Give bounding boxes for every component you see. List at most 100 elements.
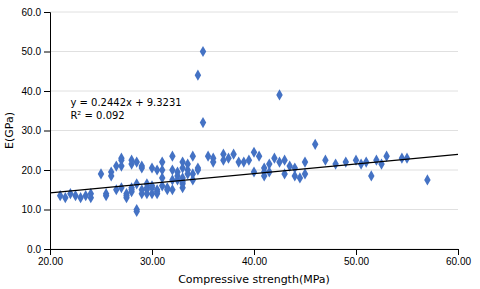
tick: 60.00 — [446, 249, 471, 267]
point — [133, 178, 139, 189]
point — [195, 164, 201, 175]
point — [332, 158, 338, 169]
tick-label: 60.0 — [22, 7, 42, 18]
tick-label: 60.00 — [446, 256, 471, 267]
x-axis: 20.00 30.00 40.00 50.00 60.00 — [38, 249, 471, 267]
tick-mark — [356, 249, 357, 255]
point — [118, 160, 124, 171]
tick: 50.0 — [22, 46, 50, 57]
tick-mark — [44, 249, 50, 250]
grid-line — [50, 209, 458, 210]
tick: 40.0 — [22, 86, 50, 97]
point — [123, 192, 129, 203]
point — [281, 155, 287, 166]
point — [77, 192, 83, 203]
tick-label: 10.0 — [22, 204, 42, 215]
tick-mark — [44, 170, 50, 171]
point — [154, 188, 160, 199]
point — [368, 170, 374, 181]
point — [251, 166, 257, 177]
tick-label: 20.00 — [38, 256, 63, 267]
tick-mark — [44, 52, 50, 53]
point — [424, 174, 430, 185]
tick: 20.0 — [22, 165, 50, 176]
annotation: y = 0.2442x + 9.3231 R² = 0.092 — [70, 97, 181, 121]
x-axis-title: Compressive strength(MPa) — [178, 273, 330, 286]
point — [169, 151, 175, 162]
trend-line — [50, 154, 458, 193]
point — [378, 158, 384, 169]
point — [133, 206, 139, 217]
annotation-text: y = 0.2442x + 9.3231 — [70, 97, 181, 108]
point — [179, 182, 185, 193]
marks — [50, 46, 458, 217]
point — [343, 157, 349, 168]
tick: 30.00 — [140, 249, 165, 267]
tick: 20.00 — [38, 249, 63, 267]
tick-mark — [458, 249, 459, 255]
chart-container: 20.00 30.00 40.00 50.00 60.00 0.0 10.0 20.0 30.0… — [0, 0, 480, 289]
point — [292, 170, 298, 181]
point — [190, 151, 196, 162]
point — [302, 168, 308, 179]
y-axis: 0.0 10.0 20.0 30.0 40.0 50.0 60.0 — [22, 7, 51, 255]
point — [82, 190, 88, 201]
tick-label: 40.00 — [242, 256, 267, 267]
point — [404, 153, 410, 164]
point — [200, 46, 206, 57]
point — [363, 157, 369, 168]
point — [256, 151, 262, 162]
point — [103, 190, 109, 201]
grid-line — [50, 91, 458, 92]
point — [200, 117, 206, 128]
tick-label: 0.0 — [27, 244, 41, 255]
tick-mark — [44, 210, 50, 211]
y-axis-title: E(GPa) — [3, 112, 16, 149]
plot: 20.00 30.00 40.00 50.00 60.00 0.0 10.0 20.0 30.0… — [22, 7, 472, 267]
point — [322, 155, 328, 166]
tick-label: 30.00 — [140, 256, 165, 267]
point — [169, 184, 175, 195]
grid-line — [50, 130, 458, 131]
point — [149, 162, 155, 173]
point — [128, 186, 134, 197]
tick-mark — [254, 249, 255, 255]
annotation-text: R² = 0.092 — [70, 110, 124, 121]
grid — [50, 12, 458, 249]
axis-line — [51, 250, 459, 256]
point — [383, 151, 389, 162]
tick-label: 50.00 — [344, 256, 369, 267]
point — [128, 158, 134, 169]
tick: 60.0 — [22, 7, 50, 18]
point — [72, 190, 78, 201]
tick-mark — [44, 91, 50, 92]
point — [139, 162, 145, 173]
point — [88, 192, 94, 203]
tick-mark — [44, 131, 50, 132]
tick-mark — [44, 12, 50, 13]
tick-label: 50.0 — [22, 46, 42, 57]
point — [98, 168, 104, 179]
tick: 0.0 — [27, 244, 50, 255]
point — [230, 149, 236, 160]
grid-line — [50, 51, 458, 52]
chart-svg: 20.00 30.00 40.00 50.00 60.00 0.0 10.0 20.0 30.0… — [0, 0, 480, 289]
point — [220, 155, 226, 166]
tick-label: 30.0 — [22, 125, 42, 136]
point — [246, 155, 252, 166]
tick-label: 20.0 — [22, 165, 42, 176]
point — [169, 164, 175, 175]
point — [108, 170, 114, 181]
grid-line — [50, 12, 458, 13]
tick: 50.00 — [344, 249, 369, 267]
point — [210, 157, 216, 168]
point — [195, 70, 201, 81]
point — [67, 188, 73, 199]
scatter-series — [57, 46, 431, 217]
tick-label: 40.0 — [22, 86, 42, 97]
tick-mark — [152, 249, 153, 255]
point — [118, 182, 124, 193]
point — [276, 89, 282, 100]
point — [205, 151, 211, 162]
axis-line — [44, 13, 51, 250]
